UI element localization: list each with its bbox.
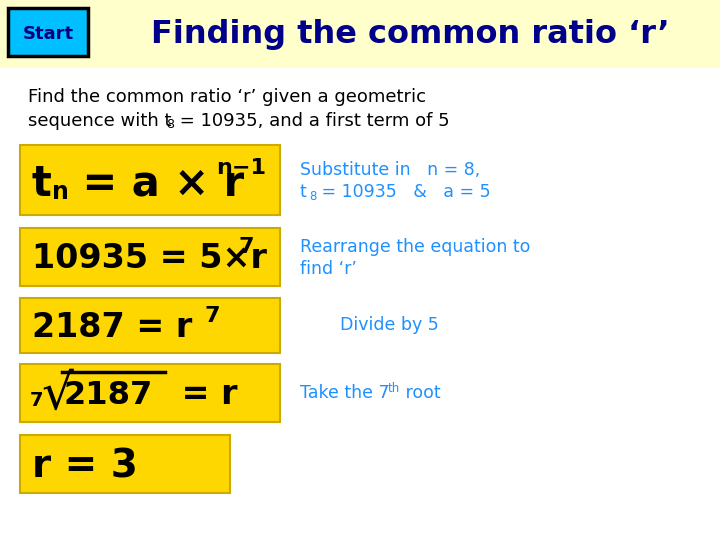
Text: = 10935   &   a = 5: = 10935 & a = 5 — [316, 183, 490, 201]
Text: Rearrange the equation to: Rearrange the equation to — [300, 238, 531, 256]
Text: 10935 = 5×r: 10935 = 5×r — [32, 242, 267, 275]
Text: Start: Start — [22, 25, 73, 43]
FancyBboxPatch shape — [20, 364, 280, 422]
Text: 2187 = r: 2187 = r — [32, 311, 192, 344]
Text: Substitute in   n = 8,: Substitute in n = 8, — [300, 161, 480, 179]
FancyBboxPatch shape — [20, 228, 280, 286]
Text: 7: 7 — [238, 237, 253, 257]
Text: Take the 7: Take the 7 — [300, 384, 390, 402]
Text: n: n — [52, 180, 69, 204]
FancyBboxPatch shape — [20, 145, 280, 215]
Text: sequence with t: sequence with t — [28, 112, 171, 130]
Text: 7: 7 — [30, 392, 43, 410]
FancyBboxPatch shape — [20, 298, 280, 353]
Text: 2187: 2187 — [64, 380, 153, 410]
Text: 8: 8 — [166, 118, 174, 131]
Text: th: th — [388, 381, 400, 395]
Text: find ‘r’: find ‘r’ — [300, 260, 357, 278]
Text: root: root — [400, 384, 441, 402]
Text: Finding the common ratio ‘r’: Finding the common ratio ‘r’ — [150, 18, 670, 50]
Text: Divide by 5: Divide by 5 — [340, 316, 438, 334]
FancyBboxPatch shape — [8, 8, 88, 56]
Text: = a × r: = a × r — [68, 163, 244, 205]
Text: r = 3: r = 3 — [32, 447, 138, 485]
Text: Find the common ratio ‘r’ given a geometric: Find the common ratio ‘r’ given a geomet… — [28, 88, 426, 106]
FancyBboxPatch shape — [0, 0, 720, 68]
FancyBboxPatch shape — [20, 435, 230, 493]
Text: t: t — [32, 163, 52, 205]
Text: n−1: n−1 — [216, 158, 266, 178]
Text: √: √ — [42, 371, 74, 419]
Text: 8: 8 — [309, 191, 316, 204]
Text: = r: = r — [170, 379, 238, 411]
Text: t: t — [300, 183, 307, 201]
Text: 7: 7 — [205, 306, 220, 326]
Text: = 10935, and a first term of 5: = 10935, and a first term of 5 — [174, 112, 449, 130]
